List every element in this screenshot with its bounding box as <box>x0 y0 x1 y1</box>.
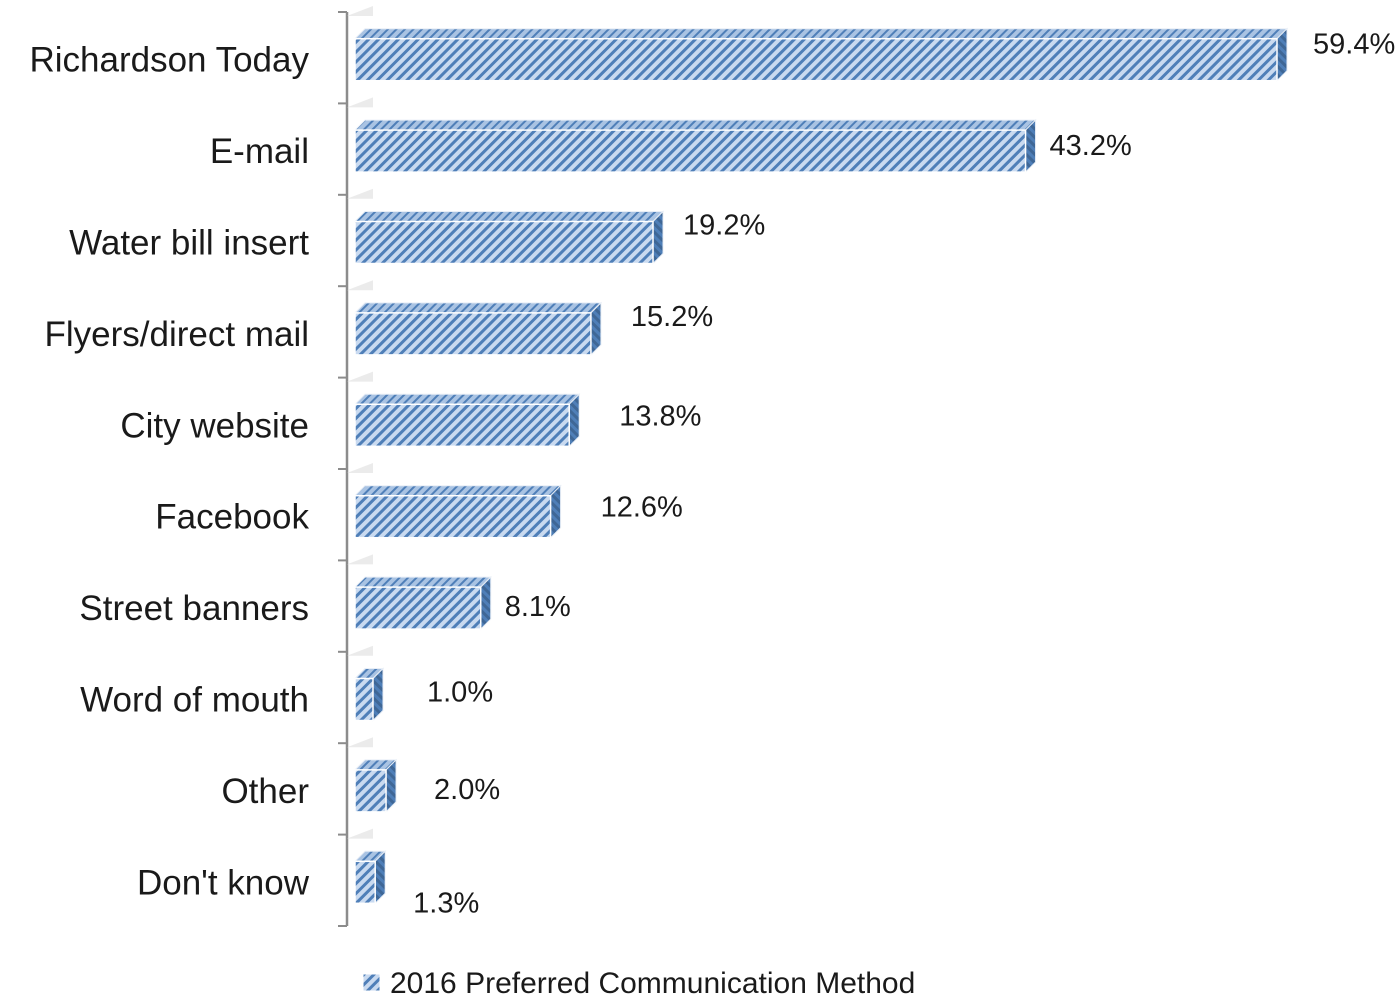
bar-side-face <box>374 850 386 905</box>
value-label: 43.2% <box>1050 130 1132 162</box>
axis-depth-shade <box>347 645 373 656</box>
value-label: 15.2% <box>631 301 713 333</box>
bar-3 <box>353 210 665 265</box>
bar-front-face <box>354 403 570 448</box>
bar-1 <box>353 27 1289 82</box>
bar-side-face <box>590 301 602 357</box>
axis-depth-shade <box>347 554 373 565</box>
value-label: 1.0% <box>427 677 493 709</box>
bar-front-face <box>354 677 374 722</box>
value-label: 13.8% <box>619 400 701 432</box>
category-label: City website <box>120 406 309 445</box>
bar-front-face <box>354 586 482 630</box>
category-label: E-mail <box>210 132 309 171</box>
bar-side-face <box>385 758 397 814</box>
axis-depth-shade <box>347 463 373 473</box>
value-label: 8.1% <box>505 591 571 623</box>
value-label: 19.2% <box>683 210 765 242</box>
category-label: Richardson Today <box>29 41 309 80</box>
bar-10 <box>353 850 387 905</box>
bar-top-face <box>353 576 492 588</box>
bar-top-face <box>353 485 562 497</box>
bar-front-face <box>354 37 1278 82</box>
axis-depth-shade <box>347 371 373 382</box>
axis-depth-shade <box>347 97 373 108</box>
bar-top-face <box>353 211 665 222</box>
bar-front-face <box>354 769 387 813</box>
value-label: 1.3% <box>413 887 479 919</box>
value-label: 2.0% <box>434 774 500 806</box>
legend-swatch-box <box>362 973 381 992</box>
axis-depth-shade <box>347 737 373 748</box>
bar-top-face <box>353 302 603 314</box>
bar-front-face <box>354 129 1027 173</box>
axis-depth-shade <box>347 828 373 839</box>
axis-depth-shade <box>347 188 373 199</box>
legend-swatch <box>362 973 381 992</box>
legend: 2016 Preferred Communication Method <box>362 967 915 998</box>
axis-depth-shade <box>347 6 373 16</box>
category-label: Flyers/direct mail <box>45 315 309 354</box>
bar-5 <box>353 393 581 448</box>
bar-top-face <box>353 119 1037 131</box>
bar-front-face <box>354 494 552 539</box>
category-label: Street banners <box>79 589 309 628</box>
bar-side-face <box>1276 27 1288 82</box>
bar-front-face <box>354 220 654 265</box>
bar-9 <box>353 758 398 814</box>
bar-side-face <box>480 575 492 631</box>
axis-depth-shade <box>347 280 373 291</box>
bar-side-face <box>1025 118 1037 174</box>
category-label: Facebook <box>155 498 309 537</box>
bar-6 <box>353 484 562 539</box>
category-labels: Richardson Today E-mail Water bill insert F… <box>29 41 309 903</box>
value-labels: 59.4% 43.2% 19.2% 15.2% 13.8% 12.6% 8.1% 1.0% 2.… <box>413 29 1395 920</box>
bars-group <box>353 27 1289 905</box>
category-label: Word of mouth <box>80 681 309 720</box>
bar-2 <box>353 118 1037 174</box>
value-label: 59.4% <box>1313 29 1395 61</box>
bar-top-face <box>353 393 581 405</box>
bar-side-face <box>372 667 384 722</box>
category-label: Other <box>221 772 309 811</box>
y-axis <box>338 6 373 927</box>
bar-front-face <box>354 312 592 356</box>
bar-side-face <box>652 210 664 265</box>
legend-label: 2016 Preferred Communication Method <box>390 967 915 998</box>
bar-front-face <box>354 860 376 905</box>
value-label: 12.6% <box>601 492 683 524</box>
category-label: Don't know <box>137 863 310 902</box>
bar-top-face <box>353 28 1289 40</box>
bar-4 <box>353 301 603 357</box>
bar-8 <box>353 667 385 722</box>
category-label: Water bill insert <box>69 224 309 263</box>
bar-side-face <box>550 484 562 539</box>
bar-side-face <box>568 393 580 448</box>
bar-7 <box>353 575 492 631</box>
